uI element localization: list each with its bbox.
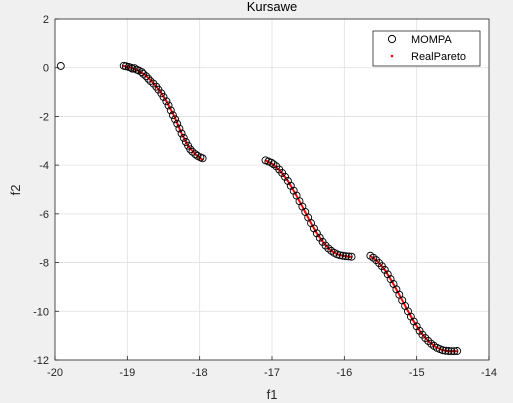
mompa-series bbox=[56, 61, 462, 356]
mompa-point bbox=[412, 322, 421, 331]
mompa-point bbox=[372, 256, 381, 265]
mompa-point bbox=[441, 346, 450, 355]
mompa-point bbox=[281, 172, 289, 181]
mompa-point bbox=[173, 119, 182, 128]
mompa-point bbox=[177, 129, 186, 138]
mompa-point bbox=[137, 68, 146, 77]
mompa-point bbox=[188, 147, 197, 156]
chart-title: Kursawe bbox=[247, 0, 298, 14]
legend: MOMPA RealPareto bbox=[372, 30, 481, 67]
y-tick-label: 2 bbox=[43, 14, 49, 26]
mompa-point bbox=[142, 72, 151, 81]
mompa-point bbox=[421, 334, 430, 343]
mompa-point bbox=[453, 347, 462, 355]
mompa-point bbox=[424, 337, 433, 345]
mompa-point bbox=[267, 158, 276, 167]
mompa-point bbox=[175, 124, 184, 133]
legend-box bbox=[372, 30, 481, 67]
mompa-point bbox=[126, 63, 135, 72]
x-tick-label: -20 bbox=[47, 367, 63, 379]
mompa-point bbox=[444, 347, 453, 355]
legend-mompa-label: MOMPA bbox=[411, 34, 452, 46]
mompa-point bbox=[315, 233, 324, 242]
mompa-point bbox=[146, 77, 155, 86]
y-tick-label: -4 bbox=[39, 160, 49, 172]
mompa-point bbox=[144, 74, 153, 83]
x-tick-label: -15 bbox=[409, 367, 425, 379]
mompa-point bbox=[166, 106, 175, 115]
y-tick-label: -10 bbox=[33, 306, 49, 318]
y-tick-label: -8 bbox=[39, 258, 49, 270]
mompa-point bbox=[159, 92, 168, 101]
mompa-point bbox=[338, 251, 347, 260]
mompa-point bbox=[168, 111, 177, 120]
x-tick-label: -19 bbox=[119, 367, 135, 379]
mompa-point bbox=[198, 154, 207, 163]
legend-realpareto-label: RealPareto bbox=[411, 51, 466, 63]
y-axis-label: f2 bbox=[8, 185, 23, 196]
mompa-point bbox=[171, 115, 180, 124]
mompa-point bbox=[179, 133, 188, 142]
mompa-point bbox=[336, 251, 344, 260]
y-tick-label: -2 bbox=[39, 111, 49, 123]
mompa-point bbox=[312, 229, 321, 238]
mompa-point bbox=[344, 252, 353, 261]
mompa-point bbox=[321, 241, 330, 250]
mompa-point bbox=[341, 252, 350, 261]
mompa-point bbox=[56, 62, 65, 70]
mompa-point bbox=[438, 346, 447, 355]
y-tick-label: -6 bbox=[39, 209, 49, 221]
mompa-point bbox=[347, 252, 356, 261]
mompa-point bbox=[164, 101, 173, 110]
mompa-point bbox=[380, 265, 389, 274]
y-tick-label: -12 bbox=[33, 355, 49, 367]
x-tick-label: -17 bbox=[264, 367, 280, 379]
mompa-point bbox=[450, 347, 459, 356]
y-tick-label: 0 bbox=[43, 63, 49, 75]
x-tick-label: -18 bbox=[192, 367, 208, 379]
mompa-point bbox=[369, 253, 378, 262]
mompa-point bbox=[324, 244, 333, 253]
x-axis-label: f1 bbox=[267, 387, 278, 402]
x-tick-label: -14 bbox=[481, 367, 497, 379]
mompa-point bbox=[186, 145, 195, 154]
legend-mompa-marker-icon bbox=[387, 34, 397, 44]
mompa-point bbox=[139, 69, 148, 78]
mompa-point bbox=[447, 347, 456, 356]
x-tick-label: -16 bbox=[336, 367, 352, 379]
mompa-point bbox=[130, 64, 139, 73]
mompa-point bbox=[162, 97, 171, 106]
axis-ticks: -20 -19 -18 -17 -16 -15 -14-12-10-8-6-4-202 bbox=[33, 14, 497, 379]
legend-realpareto-marker-icon bbox=[390, 54, 394, 58]
